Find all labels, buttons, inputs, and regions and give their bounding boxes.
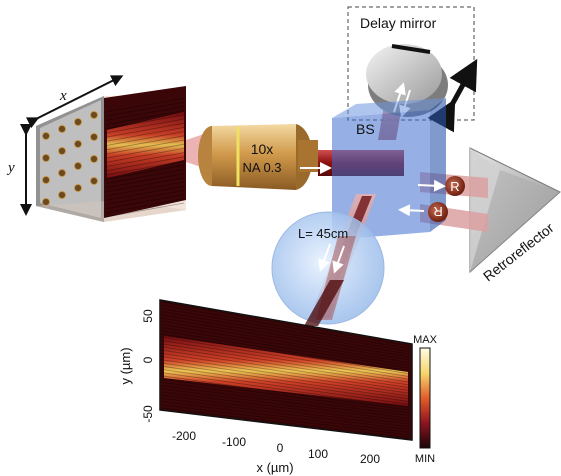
objective-magnification: 10x xyxy=(251,141,274,157)
svg-text:R: R xyxy=(433,204,442,219)
y-tick-label: -50 xyxy=(141,405,155,423)
objective-na: NA 0.3 xyxy=(242,160,281,175)
sample-dot xyxy=(41,153,51,163)
y-axis-label: y (µm) xyxy=(118,347,133,384)
svg-text:R: R xyxy=(450,179,459,194)
sample-dot xyxy=(41,175,51,185)
delay-mirror-translation-arrow xyxy=(427,58,478,133)
sample-dot xyxy=(89,132,99,142)
x-tick-label: 200 xyxy=(360,452,380,466)
sample-x-label: x xyxy=(59,88,67,104)
recorded-image-plot: 50 0 -50 y (µm) -200 -100 0 100 200 x (µ… xyxy=(118,299,438,475)
sample-dot-grid xyxy=(41,110,99,207)
sample-dot xyxy=(57,124,67,134)
colorbar xyxy=(419,347,431,449)
x-tick-label: -100 xyxy=(222,435,246,449)
sample-dot xyxy=(73,183,83,193)
intermediate-image xyxy=(104,86,186,218)
reference-marker-upper: R xyxy=(445,176,465,196)
delay-mirror-label: Delay mirror xyxy=(360,15,437,31)
beam-splitter-label: BS xyxy=(356,121,375,137)
sample-dot xyxy=(89,154,99,164)
sample-dot xyxy=(57,190,67,200)
sample-dot xyxy=(89,110,99,120)
colorbar-min-label: MIN xyxy=(415,453,435,465)
sample-dot xyxy=(73,117,83,127)
lens-distance-label: L= 45cm xyxy=(298,226,348,241)
sample-dot xyxy=(57,168,67,178)
colorbar-max-label: MAX xyxy=(413,334,438,346)
objective-lens: 10x NA 0.3 xyxy=(198,124,318,190)
sample-dot xyxy=(73,139,83,149)
x-tick-label: 100 xyxy=(308,447,328,461)
sample-dot xyxy=(57,146,67,156)
sample-dot xyxy=(73,161,83,171)
reference-marker-lower: R xyxy=(428,202,448,222)
sample-x-axis-arrow xyxy=(25,75,124,129)
x-tick-label: 0 xyxy=(277,441,284,455)
sample-dot xyxy=(41,131,51,141)
sample-dot xyxy=(41,197,51,207)
y-tick-label: 50 xyxy=(141,309,155,323)
x-tick-label: -200 xyxy=(172,429,196,443)
x-axis-label: x (µm) xyxy=(256,460,293,475)
focusing-lens: L= 45cm xyxy=(271,211,385,326)
sample-y-label: y xyxy=(6,160,15,176)
sample-dot xyxy=(89,176,99,186)
y-tick-label: 0 xyxy=(141,356,155,363)
